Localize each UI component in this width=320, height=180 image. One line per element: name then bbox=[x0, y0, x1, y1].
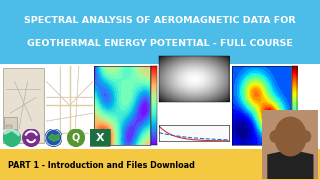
Text: Q: Q bbox=[72, 133, 80, 143]
FancyBboxPatch shape bbox=[6, 125, 12, 137]
Polygon shape bbox=[3, 129, 19, 136]
Text: X: X bbox=[96, 133, 104, 143]
Circle shape bbox=[68, 129, 84, 146]
Text: GEOTHERMAL ENERGY POTENTIAL - FULL COURSE: GEOTHERMAL ENERGY POTENTIAL - FULL COURS… bbox=[27, 39, 293, 48]
FancyBboxPatch shape bbox=[262, 110, 318, 179]
Text: SPECTRAL ANALYSIS OF AEROMAGNETIC DATA FOR: SPECTRAL ANALYSIS OF AEROMAGNETIC DATA F… bbox=[24, 16, 296, 25]
FancyBboxPatch shape bbox=[4, 117, 17, 141]
Circle shape bbox=[270, 131, 279, 142]
Circle shape bbox=[45, 129, 62, 146]
Circle shape bbox=[275, 117, 306, 156]
Text: PART 1 - Introduction and Files Download: PART 1 - Introduction and Files Download bbox=[8, 161, 195, 170]
Polygon shape bbox=[268, 150, 313, 179]
Circle shape bbox=[23, 129, 40, 146]
FancyBboxPatch shape bbox=[0, 148, 320, 180]
Circle shape bbox=[301, 131, 310, 142]
FancyBboxPatch shape bbox=[90, 129, 111, 147]
FancyBboxPatch shape bbox=[0, 0, 320, 64]
FancyBboxPatch shape bbox=[3, 68, 44, 143]
Circle shape bbox=[4, 129, 20, 146]
Polygon shape bbox=[48, 134, 59, 141]
